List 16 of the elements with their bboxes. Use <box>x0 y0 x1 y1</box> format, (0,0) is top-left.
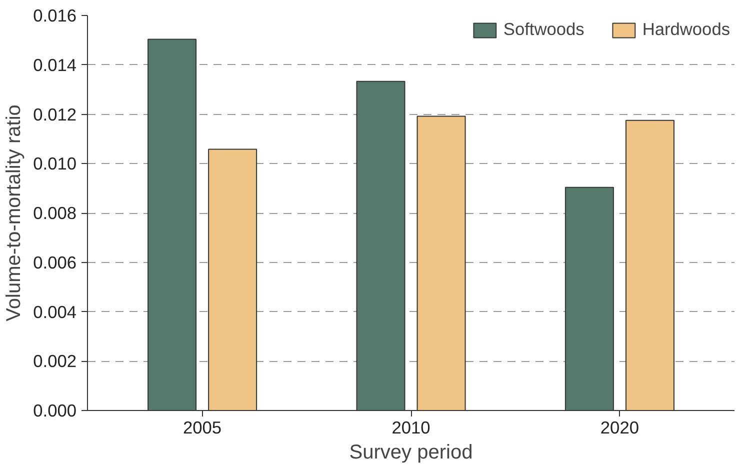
y-tick-label: 0.002 <box>33 351 77 372</box>
y-tick-label: 0.016 <box>33 6 77 26</box>
y-axis-title: Volume-to-mortality ratio <box>3 104 26 322</box>
y-tick-label: 0.014 <box>33 54 77 75</box>
y-tick-label: 0.008 <box>33 203 77 223</box>
x-tick-label: 2020 <box>600 418 639 438</box>
x-axis-title: Survey period <box>349 442 473 464</box>
y-tick-label: 0.010 <box>33 154 77 174</box>
y-tick-label: 0.004 <box>33 302 77 322</box>
y-tick-label: 0.012 <box>33 104 77 124</box>
y-tick-label: 0.006 <box>33 252 77 272</box>
legend-label: Hardwoods <box>642 19 730 40</box>
y-tick-label: 0.000 <box>33 400 77 420</box>
legend-label: Softwoods <box>503 19 584 40</box>
x-tick-label: 2010 <box>392 418 430 438</box>
x-tick-label: 2005 <box>183 418 222 438</box>
